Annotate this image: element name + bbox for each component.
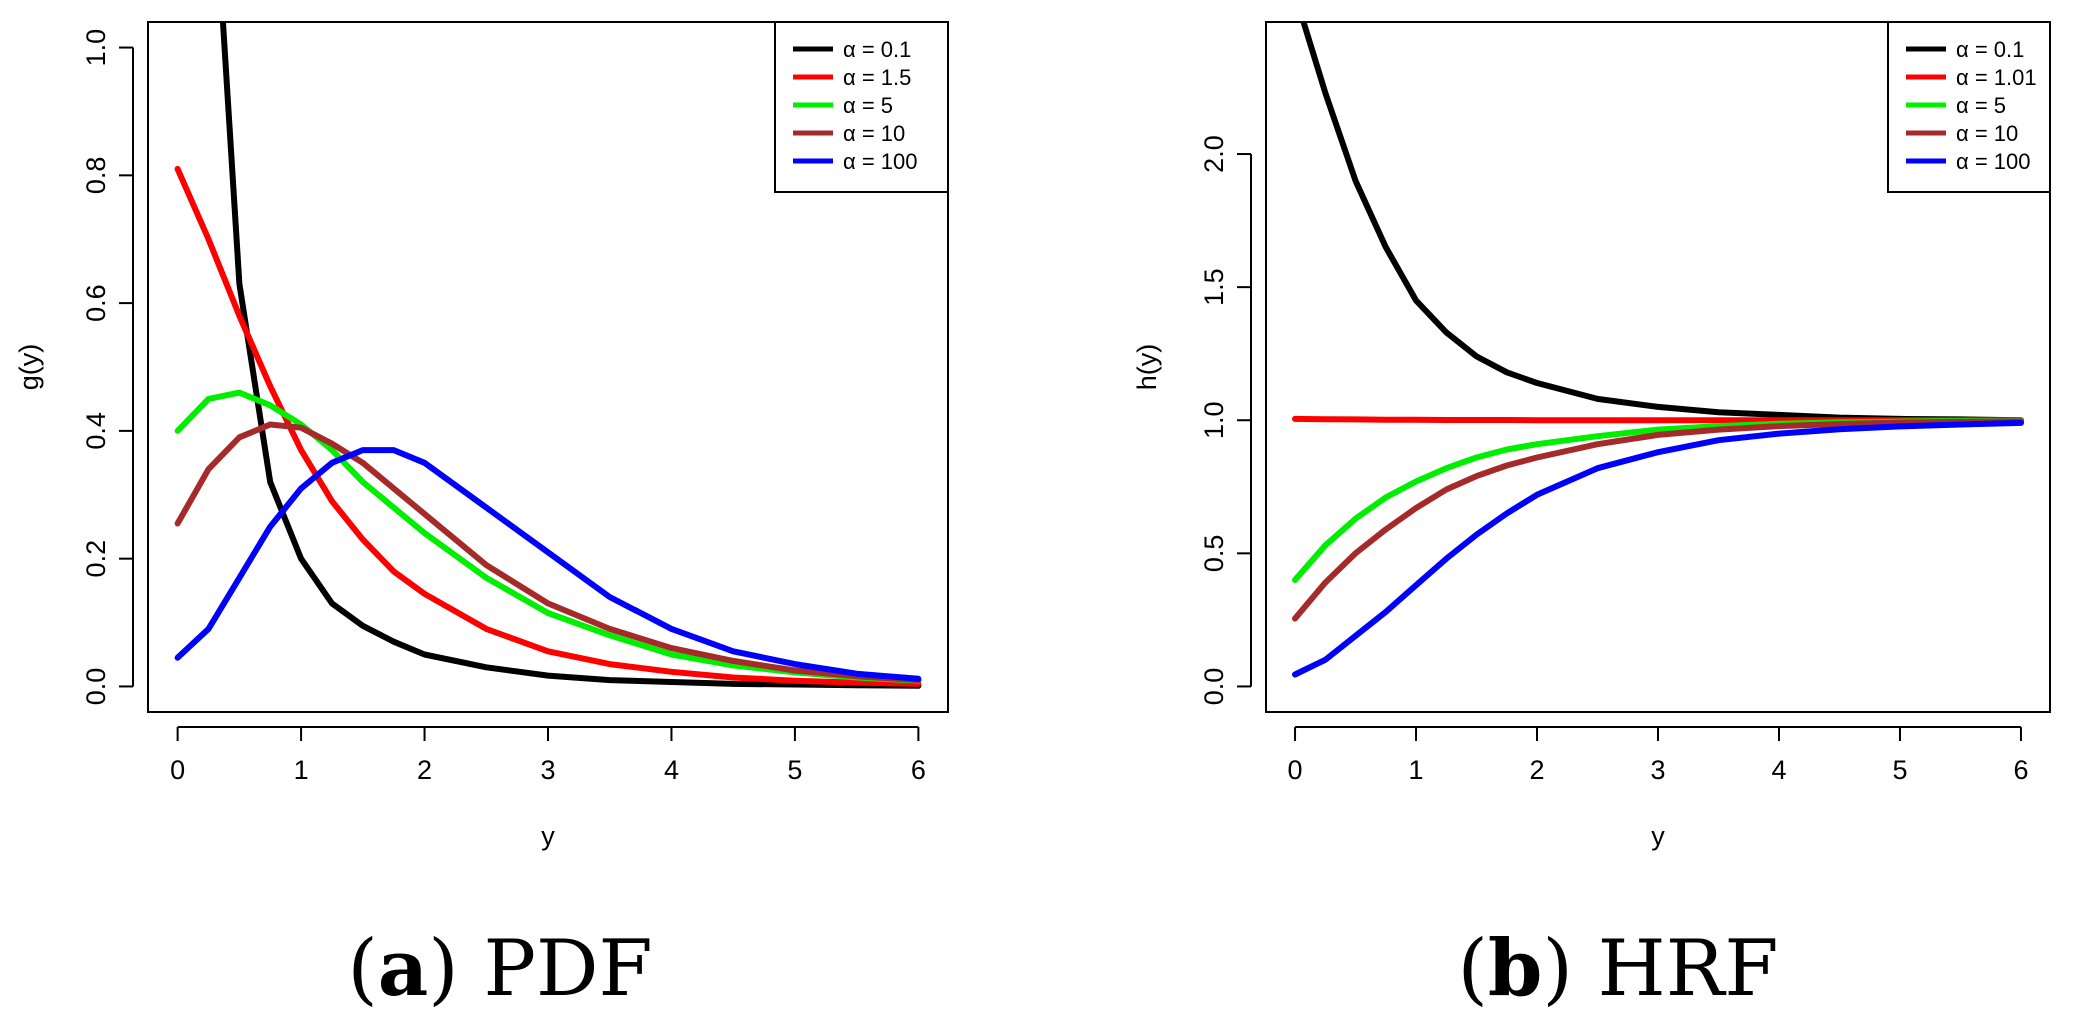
panel-caption: (a) PDF <box>347 923 652 1014</box>
legend-item: α = 0.1 <box>793 37 911 62</box>
y-tick-label: 1.0 <box>1199 401 1229 439</box>
legend-label: α = 5 <box>843 93 893 118</box>
y-axis-title: g(y) <box>14 344 44 391</box>
y-tick-label: 0.2 <box>81 540 111 578</box>
x-tick-label: 0 <box>170 755 185 785</box>
series-line-1 <box>174 165 922 687</box>
x-tick-label: 4 <box>1771 755 1786 785</box>
legend-item: α = 100 <box>1906 149 2031 174</box>
legend-item: α = 100 <box>793 149 918 174</box>
y-tick-label: 0.6 <box>81 284 111 322</box>
caption-text: PDF <box>484 924 653 1014</box>
y-axis: 0.0 0.2 0.4 0.6 0.8 1.0 <box>81 29 134 706</box>
series-line-2 <box>1292 417 2024 583</box>
x-tick-label: 1 <box>1409 755 1424 785</box>
legend-label: α = 10 <box>843 121 905 146</box>
caption-label: a <box>378 923 429 1014</box>
series-line-4 <box>1292 419 2024 678</box>
legend-label: α = 0.1 <box>1956 37 2024 62</box>
x-tick-label: 2 <box>417 755 432 785</box>
x-tick-label: 3 <box>1650 755 1665 785</box>
series-line-4 <box>174 447 922 682</box>
legend-item: α = 10 <box>1906 121 2018 146</box>
legend-label: α = 10 <box>1956 121 2018 146</box>
x-axis: 0 1 2 3 4 5 6 <box>1288 726 2028 785</box>
series-line-3 <box>174 421 922 684</box>
y-axis: 0.0 0.5 1.0 1.5 2.0 <box>1199 135 1252 706</box>
caption-text: HRF <box>1598 924 1779 1014</box>
panel-pdf: 0 1 2 3 4 5 6y0.00.20.40.60.81.0g(y)α = 0.1α =… <box>14 21 949 1014</box>
x-tick-label: 2 <box>1529 755 1544 785</box>
y-tick-label: 0.4 <box>81 412 111 450</box>
y-tick-label: 0.5 <box>1199 535 1229 573</box>
panel-hrf: 0 1 2 3 4 5 6 y 0.0 0.5 1.0 1.5 2.0 h(y) α = 0.1 α = 1.… <box>1132 21 2051 1014</box>
legend-item: α = 1.01 <box>1906 65 2037 90</box>
legend: α = 0.1 α = 1.01 α = 5 α = 10 α = 100 <box>1887 21 2051 193</box>
legend-label: α = 0.1 <box>843 37 911 62</box>
x-tick-label: 6 <box>911 755 926 785</box>
x-tick-label: 5 <box>1892 755 1907 785</box>
legend-item: α = 1.5 <box>793 65 911 90</box>
panel-caption: (b) HRF <box>1457 923 1778 1014</box>
legend-label: α = 5 <box>1956 93 2006 118</box>
series-line-0 <box>219 22 922 689</box>
x-tick-label: 4 <box>664 755 679 785</box>
y-tick-label: 1.0 <box>81 29 111 67</box>
legend-item: α = 5 <box>1906 93 2006 118</box>
legend-item: α = 0.1 <box>1906 37 2024 62</box>
y-tick-label: 1.5 <box>1199 268 1229 306</box>
x-axis-title: y <box>541 821 555 851</box>
series-line-2 <box>174 389 922 684</box>
plot-frame <box>1265 21 2051 713</box>
series-group <box>1292 22 2024 678</box>
x-tick-label: 1 <box>294 755 309 785</box>
x-axis: 0 1 2 3 4 5 6 <box>170 726 926 785</box>
plot-frame <box>147 21 949 713</box>
legend-item: α = 5 <box>793 93 893 118</box>
x-axis-title: y <box>1651 821 1665 851</box>
x-tick-label: 6 <box>2013 755 2028 785</box>
x-tick-label: 3 <box>540 755 555 785</box>
y-tick-label: 2.0 <box>1199 135 1229 173</box>
legend-label: α = 1.5 <box>843 65 911 90</box>
legend-label: α = 100 <box>843 149 918 174</box>
legend: α = 0.1 α = 1.5 α = 5 α = 10 α = 100 <box>774 21 949 193</box>
legend-label: α = 100 <box>1956 149 2031 174</box>
legend-label: α = 1.01 <box>1956 65 2037 90</box>
x-tick-label: 0 <box>1288 755 1303 785</box>
y-tick-label: 0.0 <box>81 668 111 706</box>
series-group <box>174 22 922 689</box>
caption-label: b <box>1488 923 1543 1014</box>
y-axis-title: h(y) <box>1132 344 1162 391</box>
x-tick-label: 5 <box>787 755 802 785</box>
y-tick-label: 0.8 <box>81 157 111 195</box>
legend-item: α = 10 <box>793 121 905 146</box>
series-line-3 <box>1292 418 2024 622</box>
y-tick-label: 0.0 <box>1199 668 1229 706</box>
